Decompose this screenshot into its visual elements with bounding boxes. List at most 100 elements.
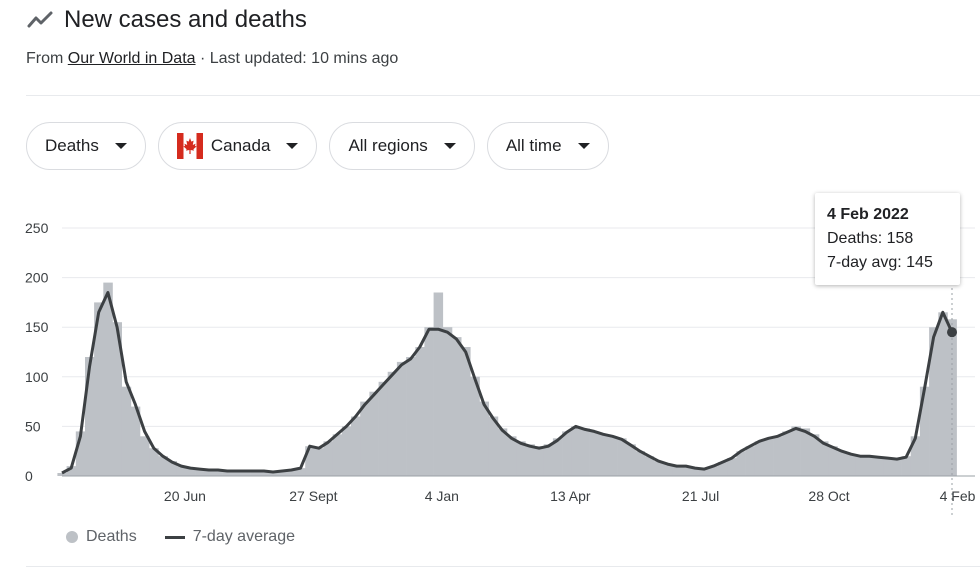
deaths-bar xyxy=(800,428,811,476)
deaths-bar xyxy=(479,401,489,476)
time-range-dropdown[interactable]: All time xyxy=(486,122,609,170)
deaths-bar xyxy=(708,466,719,476)
deaths-bar xyxy=(773,436,783,476)
deaths-bar xyxy=(929,327,939,476)
x-tick-label: 4 Feb xyxy=(940,488,976,504)
tooltip-date: 4 Feb 2022 xyxy=(827,206,909,223)
last-updated: · Last updated: 10 mins ago xyxy=(195,50,399,67)
legend-deaths-label: Deaths xyxy=(86,528,137,545)
deaths-bar xyxy=(635,451,645,476)
x-tick-label: 20 Jun xyxy=(164,488,206,504)
deaths-bar xyxy=(699,469,710,476)
deaths-bar xyxy=(589,431,600,476)
deaths-bar xyxy=(718,462,728,476)
deaths-bar xyxy=(85,357,95,476)
deaths-bar xyxy=(250,470,260,476)
region-label: All regions xyxy=(348,136,428,155)
x-tick-label: 28 Oct xyxy=(808,488,849,504)
deaths-bar xyxy=(681,466,691,476)
deaths-bar xyxy=(580,428,590,476)
deaths-bar xyxy=(745,446,756,476)
deaths-bar xyxy=(452,337,462,476)
deaths-bar xyxy=(571,426,581,476)
deaths-bar xyxy=(167,461,177,476)
deaths-bar xyxy=(240,471,251,476)
deaths-bar xyxy=(736,451,746,476)
source-line: From Our World in Data · Last updated: 1… xyxy=(26,50,398,68)
deaths-bar xyxy=(360,401,370,476)
x-tick-label: 21 Jul xyxy=(682,488,719,504)
source-link[interactable]: Our World in Data xyxy=(67,50,196,67)
deaths-bar xyxy=(222,471,233,476)
deaths-bar xyxy=(855,456,866,476)
deaths-bar xyxy=(314,448,324,476)
time-range-label: All time xyxy=(505,136,562,155)
deaths-bar xyxy=(690,468,700,476)
country-dropdown[interactable]: Canada xyxy=(157,122,318,170)
caret-down-icon xyxy=(443,143,456,149)
metric-dropdown[interactable]: Deaths xyxy=(26,122,146,170)
tooltip-average: 7-day avg: 145 xyxy=(827,254,933,271)
deaths-bar xyxy=(176,466,187,476)
deaths-bar xyxy=(94,302,104,476)
deaths-bar xyxy=(534,446,544,476)
y-tick-label: 200 xyxy=(25,270,49,286)
x-tick-label: 4 Jan xyxy=(425,488,459,504)
caret-down-icon xyxy=(577,143,590,149)
deaths-bar xyxy=(910,436,921,476)
deaths-bar xyxy=(332,434,343,476)
deaths-bar xyxy=(149,448,159,476)
deaths-bar xyxy=(644,456,655,476)
deaths-bar xyxy=(121,386,132,476)
source-prefix: From xyxy=(26,50,68,67)
deaths-bar xyxy=(819,441,829,476)
deaths-bar xyxy=(507,436,517,476)
deaths-bar xyxy=(406,357,416,476)
region-dropdown[interactable]: All regions xyxy=(329,122,475,170)
legend-average-label: 7-day average xyxy=(192,528,295,545)
metric-label: Deaths xyxy=(45,136,99,155)
deaths-bar xyxy=(488,416,499,476)
deaths-bar xyxy=(158,456,168,476)
deaths-bar xyxy=(213,470,223,476)
y-tick-label: 150 xyxy=(25,319,49,335)
deaths-bar xyxy=(663,464,673,476)
deaths-bar xyxy=(461,347,471,476)
deaths-bar xyxy=(617,438,627,476)
deaths-bar xyxy=(562,431,572,476)
deaths-bar xyxy=(864,456,875,476)
deaths-bar xyxy=(874,457,884,476)
y-tick-label: 0 xyxy=(25,468,33,484)
deaths-bar xyxy=(387,371,398,476)
deaths-bar xyxy=(754,441,765,476)
filter-bar: Deaths Canada All regions All time xyxy=(26,122,609,170)
deaths-bar xyxy=(140,436,150,476)
deaths-bar xyxy=(185,468,196,476)
legend-deaths-swatch xyxy=(66,531,78,543)
deaths-bar xyxy=(268,472,278,476)
deaths-bar xyxy=(763,438,774,476)
chart-header: New cases and deaths xyxy=(26,6,307,34)
deaths-bar xyxy=(424,327,434,476)
deaths-bar xyxy=(75,431,86,476)
legend-average-swatch xyxy=(164,535,185,539)
chart-legend: Deaths 7-day average xyxy=(66,528,295,546)
deaths-bar xyxy=(369,391,379,476)
deaths-bar xyxy=(947,319,957,476)
deaths-bar xyxy=(809,434,820,476)
deaths-bar xyxy=(791,426,801,476)
x-tick-label: 13 Apr xyxy=(550,488,591,504)
hover-point xyxy=(947,327,957,338)
deaths-bar xyxy=(305,446,315,476)
deaths-bar xyxy=(607,436,618,476)
deaths-bar xyxy=(846,454,856,476)
deaths-bar xyxy=(415,347,425,476)
deaths-chart[interactable]: 0 50 100 150 200 250 20 Jun 27 Sept 4 Jan 13 Apr 2… xyxy=(0,200,980,525)
deaths-bar xyxy=(286,470,297,476)
deaths-bar xyxy=(296,468,306,476)
deaths-bar xyxy=(497,428,508,476)
seven-day-average-line xyxy=(61,291,954,475)
deaths-bar xyxy=(277,471,288,476)
chart-tooltip: 4 Feb 2022 Deaths: 158 7-day avg: 145 xyxy=(815,193,960,285)
deaths-bar xyxy=(351,416,361,476)
